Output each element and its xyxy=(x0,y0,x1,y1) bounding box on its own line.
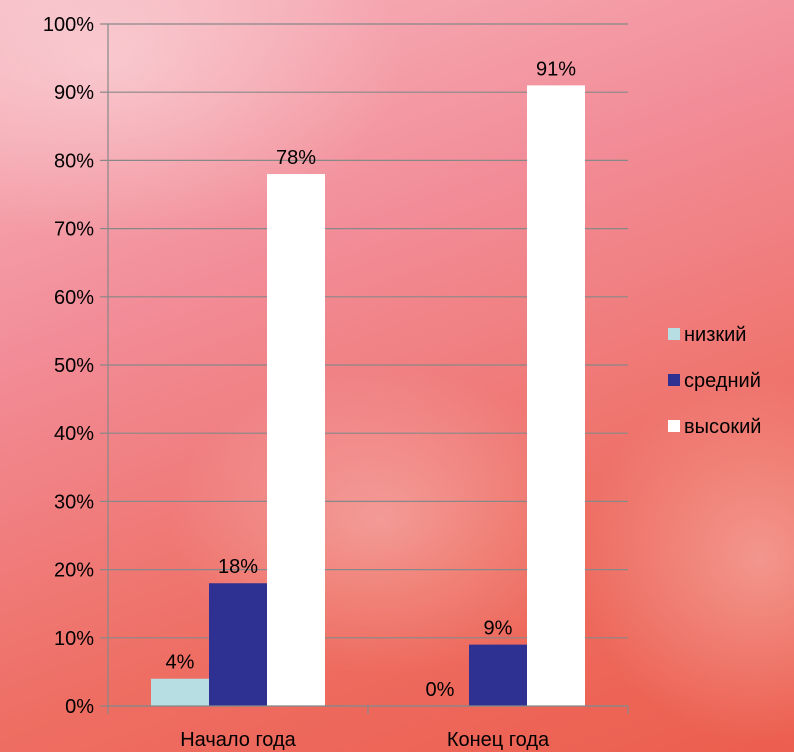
legend-label: высокий xyxy=(684,416,761,438)
y-tick-label: 100% xyxy=(43,14,94,36)
data-label: 91% xyxy=(536,58,576,80)
bar-высокий xyxy=(267,174,325,707)
y-tick-label: 40% xyxy=(54,423,94,445)
bar-средний xyxy=(469,644,527,706)
legend-label: средний xyxy=(684,370,761,392)
bar-высокий xyxy=(527,85,585,706)
x-category-label: Конец года xyxy=(447,729,550,751)
data-label: 18% xyxy=(218,556,258,578)
legend-label: низкий xyxy=(684,324,746,346)
legend-swatch-средний xyxy=(668,374,680,386)
legend-swatch-низкий xyxy=(668,328,680,340)
y-tick-label: 20% xyxy=(54,560,94,582)
y-tick-label: 30% xyxy=(54,491,94,513)
x-category-label: Начало года xyxy=(180,729,296,751)
data-label: 9% xyxy=(484,618,513,640)
data-labels: 4% 18% 78% 0% 9% 91% xyxy=(166,58,577,701)
bar-низкий xyxy=(151,678,209,706)
y-tick-label: 60% xyxy=(54,287,94,309)
y-tick-label: 10% xyxy=(54,628,94,650)
y-tick-label: 50% xyxy=(54,355,94,377)
data-label: 0% xyxy=(426,679,455,701)
bars xyxy=(151,85,585,707)
y-tick-label: 80% xyxy=(54,150,94,172)
bar-средний xyxy=(209,583,267,706)
data-label: 78% xyxy=(276,147,316,169)
legend: низкий средний высокий xyxy=(668,324,761,438)
y-tick-label: 0% xyxy=(65,696,94,718)
axes: 0% 10% 20% 30% 40% 50% 60% 70% 80% 90% 100% Начало … xyxy=(43,14,629,751)
data-label: 4% xyxy=(166,652,195,674)
y-tick-label: 70% xyxy=(54,219,94,241)
legend-swatch-высокий xyxy=(668,420,680,432)
y-tick-label: 90% xyxy=(54,82,94,104)
